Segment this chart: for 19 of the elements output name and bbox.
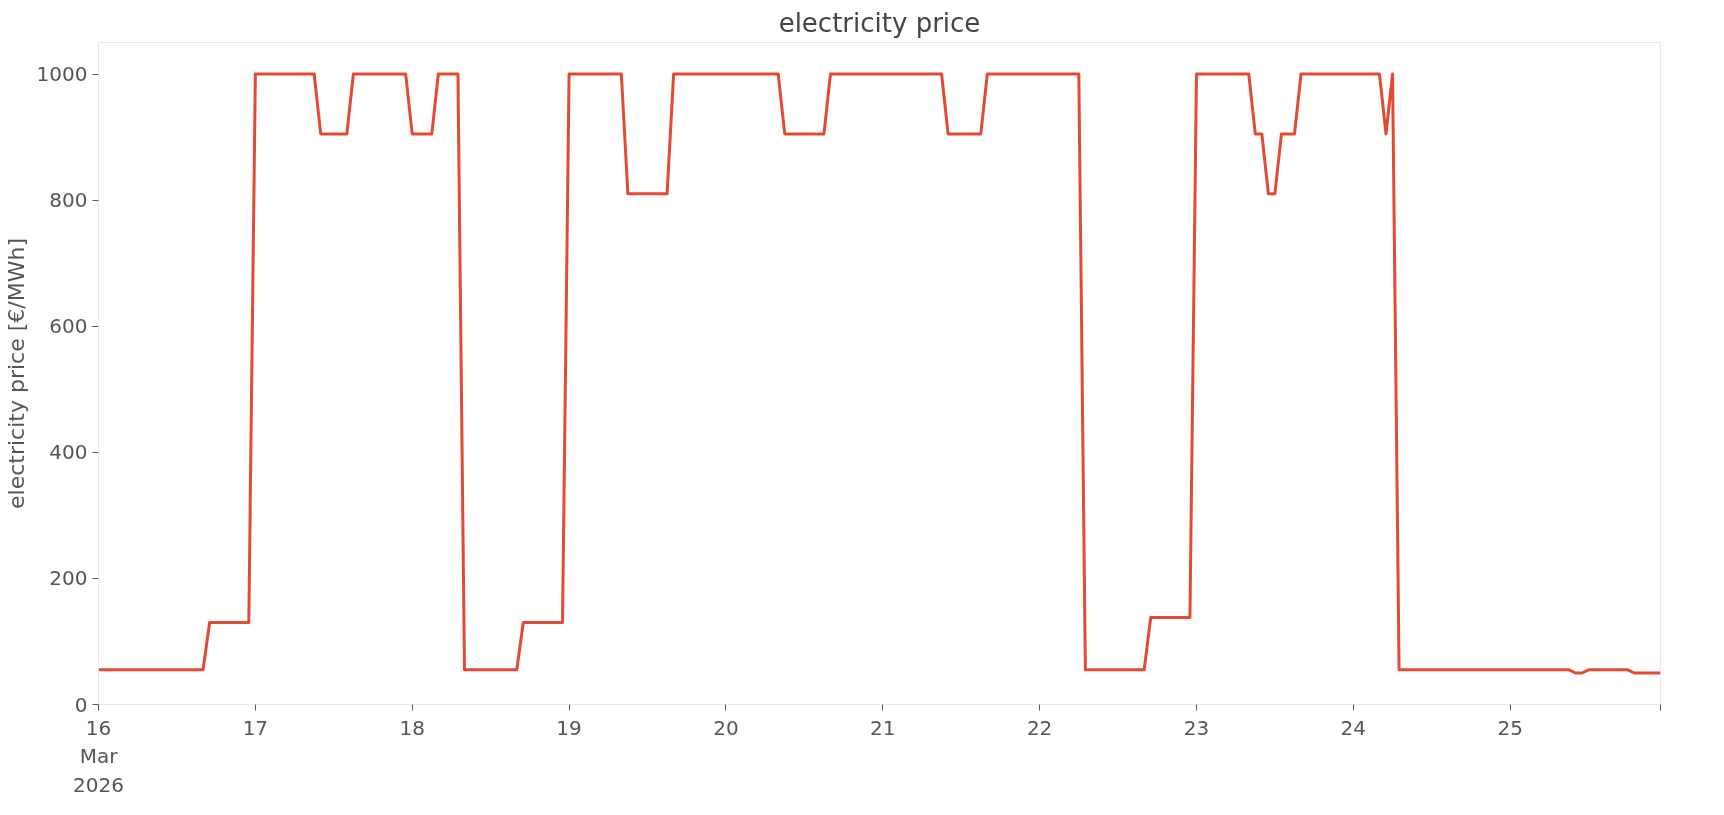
x-tick-label: 19 — [556, 715, 582, 740]
x-tick-label: 25 — [1497, 715, 1523, 740]
y-tick-label: 0 — [74, 692, 88, 717]
y-tick-label: 200 — [49, 566, 88, 591]
x-tick-label: 21 — [870, 715, 896, 740]
chart-title: electricity price — [778, 7, 981, 38]
y-tick-label: 1000 — [36, 62, 88, 87]
y-tick-label: 400 — [49, 440, 88, 465]
y-axis-title: electricity price [€/MWh] — [3, 238, 29, 509]
x-tick-label: 23 — [1183, 715, 1210, 740]
y-tick-label: 800 — [49, 188, 88, 213]
x-tick-label: 22 — [1026, 715, 1053, 740]
line-series — [98, 72, 1661, 675]
x-tick-label: 24 — [1340, 715, 1367, 740]
x-tick-label: 20 — [713, 715, 739, 740]
x-tick-label: 16 Mar 2026 — [73, 715, 124, 798]
x-tick-label: 18 — [399, 715, 425, 740]
y-tick-label: 600 — [49, 314, 88, 339]
x-tick-label: 17 — [242, 715, 269, 740]
